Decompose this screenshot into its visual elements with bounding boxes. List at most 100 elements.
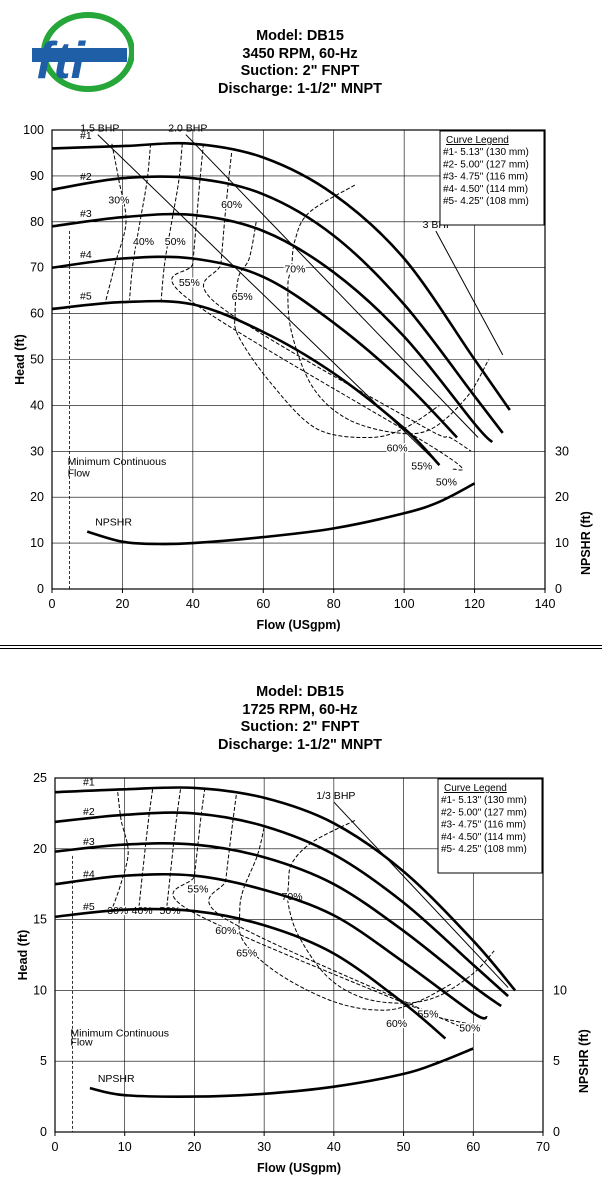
chart1-legend-entry: #5- 4.25" (108 mm) bbox=[443, 196, 529, 207]
chart2-legend-entry: #3- 4.75" (116 mm) bbox=[441, 820, 526, 831]
chart2-x-tick-label: 60 bbox=[466, 1140, 480, 1154]
chart1-y-tick-label: 30 bbox=[30, 444, 44, 458]
chart1-plot-frame bbox=[51, 129, 546, 590]
chart1-x-tick-label: 40 bbox=[186, 597, 200, 611]
chart2-efficiency-label: 40% bbox=[132, 905, 153, 917]
chart1-efficiency-curve bbox=[203, 152, 472, 452]
chart2-head-curve bbox=[54, 786, 517, 992]
chart1-x-axis-label: Flow (USgpm) bbox=[256, 618, 340, 632]
chart2-x-axis-label: Flow (USgpm) bbox=[257, 1161, 341, 1175]
chart1-y-tick-label: 10 bbox=[30, 536, 44, 550]
chart2-title-line: Suction: 2" FNPT bbox=[240, 719, 360, 735]
fti-logo-graphic: fti bbox=[32, 12, 135, 92]
chart1-legend-entry: #2- 5.00" (127 mm) bbox=[443, 159, 529, 170]
chart1-x-tick-label: 60 bbox=[256, 597, 270, 611]
logo-band bbox=[32, 48, 127, 62]
chart1-y-tick-label: 100 bbox=[23, 123, 44, 137]
chart2-head-curve bbox=[54, 907, 447, 1040]
pump-curve-chart-3450rpm: 0 20 40 60 80 100 120 1400102030405060708090100… bbox=[13, 123, 593, 632]
chart1-bhp-label: 1.5 BHP bbox=[80, 123, 119, 135]
fti-logo: fti bbox=[14, 8, 135, 92]
chart1-efficiency-label: 40% bbox=[133, 236, 154, 248]
chart2-head-curve bbox=[54, 811, 509, 998]
chart1-legend-box bbox=[439, 130, 545, 226]
chart2-npshr-curve bbox=[89, 1047, 474, 1098]
chart1-legend-entry: #4- 4.50" (114 mm) bbox=[443, 184, 528, 195]
chart2-efficiency-label: 55% bbox=[187, 884, 208, 896]
chart1-efficiency-label: 30% bbox=[108, 194, 129, 206]
chart1-y-tick-label: 80 bbox=[30, 215, 44, 229]
chart1-npshr-label: NPSHR bbox=[95, 517, 132, 529]
chart2-efficiency-label: 65% bbox=[236, 947, 257, 959]
chart1-x-tick-label: 120 bbox=[464, 597, 485, 611]
chart2-y-tick-label: 25 bbox=[33, 771, 47, 785]
chart2-y2-tick-label: 0 bbox=[553, 1125, 560, 1139]
chart2-y2-axis-label: NPSHR (ft) bbox=[577, 1029, 591, 1093]
chart2-y-tick-label: 0 bbox=[40, 1125, 47, 1139]
chart1-efficiency-curve bbox=[160, 143, 183, 300]
chart2-y2-tick-label: 5 bbox=[553, 1054, 560, 1068]
chart2-legend-box bbox=[437, 778, 543, 874]
chart2-title-line: Discharge: 1-1/2" MNPT bbox=[217, 736, 382, 753]
chart1-head-curve bbox=[51, 175, 504, 434]
chart1-title-line: 3450 RPM, 60-Hz bbox=[242, 45, 358, 62]
chart1-legend-entry: #1- 5.13" (130 mm) bbox=[443, 147, 529, 158]
chart2-x-tick-label: 10 bbox=[118, 1140, 132, 1154]
chart1-x-tick-label: 140 bbox=[535, 597, 556, 611]
chart1-title-line: Model: DB15 bbox=[256, 28, 344, 44]
chart1-series-label: #2 bbox=[80, 171, 92, 183]
chart1-efficiency-label: 55% bbox=[179, 277, 200, 289]
chart2-series-label: #4 bbox=[83, 868, 95, 880]
chart2-legend-entry: #4- 4.50" (114 mm) bbox=[441, 832, 526, 843]
chart1-efficiency-curve bbox=[104, 143, 127, 305]
chart1-y2-tick-label: 0 bbox=[555, 582, 562, 596]
chart1-y2-axis-label: NPSHR (ft) bbox=[579, 511, 593, 575]
chart1-series-label: #1 bbox=[80, 130, 92, 142]
chart1-bhp-label: 2.0 BHP bbox=[168, 123, 207, 135]
chart1-efficiency-end-label: 60% bbox=[387, 442, 408, 454]
chart1-efficiency-label: 50% bbox=[165, 236, 186, 248]
chart1-head-curve bbox=[51, 299, 441, 466]
chart2-x-tick-label: 40 bbox=[327, 1140, 341, 1154]
chart2-min-flow-label: Minimum Continuous bbox=[70, 1027, 169, 1039]
chart2-head-curve bbox=[54, 841, 502, 1008]
chart1-efficiency-curve bbox=[287, 184, 490, 435]
chart1-y-tick-label: 50 bbox=[30, 353, 44, 367]
chart2-efficiency-end-label: 50% bbox=[459, 1022, 480, 1034]
chart2-title: Model: DB15 1725 RPM, 60-Hz Suction: 2" … bbox=[170, 684, 430, 754]
chart1-y-tick-label: 0 bbox=[37, 582, 44, 596]
chart1-y-tick-label: 60 bbox=[30, 307, 44, 321]
chart2-efficiency-curve bbox=[287, 820, 495, 1004]
chart2-title-line: Model: DB15 bbox=[256, 684, 344, 700]
chart1-title-line: Discharge: 1-1/2" MNPT bbox=[217, 80, 382, 97]
chart1-head-curve bbox=[51, 212, 494, 444]
chart2-legend-entry: #1- 5.13" (130 mm) bbox=[441, 795, 527, 806]
chart2-efficiency-label: 60% bbox=[215, 925, 236, 937]
chart1-efficiency-curve bbox=[129, 143, 152, 300]
chart2-x-tick-label: 30 bbox=[257, 1140, 271, 1154]
chart2-title-line: 1725 RPM, 60-Hz bbox=[242, 701, 358, 718]
chart2-y-tick-label: 5 bbox=[40, 1054, 47, 1068]
chart1-efficiency-label: 65% bbox=[232, 291, 253, 303]
chart2-y-tick-label: 20 bbox=[33, 842, 47, 856]
chart2-legend-entry: #2- 5.00" (127 mm) bbox=[441, 807, 527, 818]
chart1-bhp-line bbox=[435, 230, 504, 356]
chart2-legend-entry: #5- 4.25" (108 mm) bbox=[441, 844, 527, 855]
chart1-y-tick-label: 90 bbox=[30, 169, 44, 183]
chart1-x-tick-label: 0 bbox=[49, 597, 56, 611]
chart2-y-axis-label: Head (ft) bbox=[16, 930, 30, 981]
section-divider bbox=[0, 645, 602, 649]
chart2-efficiency-curve bbox=[208, 794, 481, 1027]
chart2-x-tick-label: 50 bbox=[397, 1140, 411, 1154]
chart2-series-label: #3 bbox=[83, 836, 95, 848]
chart2-plot-frame bbox=[54, 777, 544, 1133]
chart2-x-tick-label: 20 bbox=[187, 1140, 201, 1154]
chart1-min-flow-label: Flow bbox=[68, 468, 91, 480]
chart2-bhp-label: 1/3 BHP bbox=[316, 790, 355, 802]
chart2-efficiency-curve bbox=[138, 789, 154, 910]
chart1-series-label: #5 bbox=[80, 291, 92, 303]
chart1-y-axis-label: Head (ft) bbox=[13, 334, 27, 385]
chart1-head-curve bbox=[51, 255, 458, 439]
chart2-efficiency-curve bbox=[238, 827, 453, 1011]
